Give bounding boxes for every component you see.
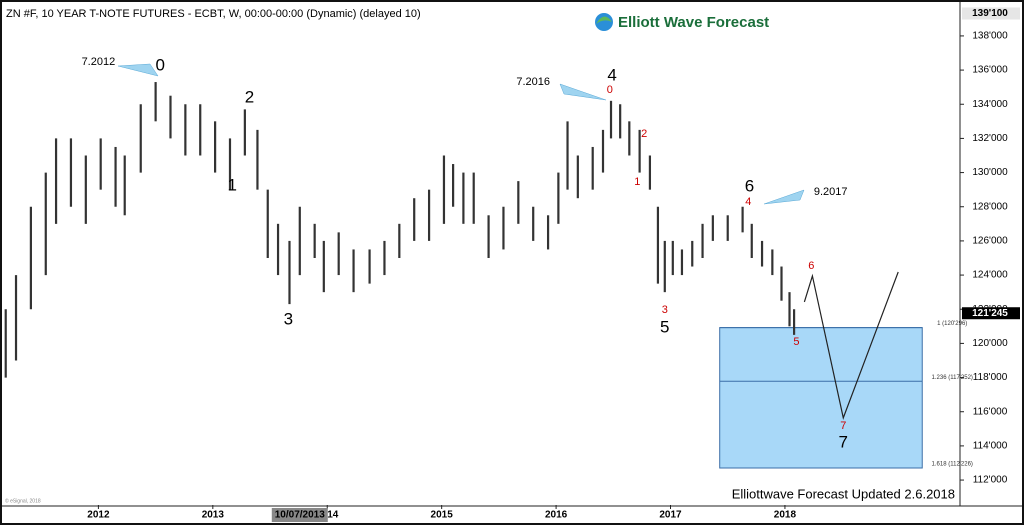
copyright: © eSignal, 2018 — [5, 497, 41, 504]
wave-label: 5 — [660, 318, 669, 337]
wave-label: 1 — [634, 176, 640, 188]
y-tick-label: 138'000 — [972, 31, 1008, 42]
wave-label: 0 — [607, 84, 613, 96]
y-tick-label: 128'000 — [972, 201, 1008, 212]
x-tick-label: 2016 — [545, 510, 568, 521]
crosshair-label: 10/07/2013 — [275, 510, 325, 521]
logo: Elliott Wave Forecast — [595, 13, 769, 31]
wave-label: 6 — [745, 176, 754, 195]
pointer — [117, 63, 159, 77]
y-tick-label: 130'000 — [972, 167, 1008, 178]
wave-label: 7 — [840, 420, 846, 432]
x-tick-label: 2012 — [87, 510, 110, 521]
wave-label: 0 — [155, 55, 164, 74]
price-label-box — [962, 307, 1020, 320]
price-label: 121'245 — [972, 308, 1008, 319]
wave-label: 2 — [641, 128, 647, 140]
y-tick-label: 126'000 — [972, 236, 1008, 247]
price-label: 139'100 — [972, 8, 1008, 19]
y-tick-label: 114'000 — [973, 441, 1008, 452]
pointer — [559, 83, 607, 101]
chart-title: ZN #F, 10 YEAR T-NOTE FUTURES - ECBT, W,… — [6, 8, 421, 20]
wave-label: 7.2012 — [82, 56, 116, 68]
y-tick-label: 118'000 — [973, 372, 1008, 383]
wave-label: 9.2017 — [814, 186, 848, 198]
logo-text: Elliott Wave Forecast — [618, 14, 769, 31]
wave-label: 6 — [808, 260, 814, 272]
wave-label: 4 — [745, 196, 751, 208]
wave-label: 2 — [245, 87, 254, 106]
footer: Elliottwave Forecast Updated 2.6.2018 — [732, 486, 955, 501]
fib-label: 1.618 (112'226) — [932, 462, 973, 468]
wave-label: 1 — [228, 176, 237, 195]
wave-label: 5 — [793, 336, 799, 348]
price-label-box — [962, 7, 1020, 20]
x-tick-label: 2015 — [431, 510, 454, 521]
fib-label: 1.236 (117'252) — [932, 375, 973, 381]
y-tick-label: 124'000 — [972, 270, 1008, 281]
wave-label: 7 — [839, 432, 848, 451]
x-tick-label: 2018 — [774, 510, 797, 521]
y-tick-label: 116'000 — [973, 406, 1008, 417]
x-tick-label: 2017 — [659, 510, 682, 521]
wave-label: 3 — [662, 304, 668, 316]
fib-box — [719, 327, 923, 469]
y-tick-label: 136'000 — [972, 65, 1008, 76]
crosshair-box — [271, 508, 328, 522]
x-tick-label: 2013 — [202, 510, 225, 521]
fib-label: 1 (120'296) — [937, 321, 967, 327]
wave-label: 4 — [607, 65, 616, 84]
logo-icon — [595, 13, 613, 31]
plot-area — [4, 82, 923, 469]
pointer — [763, 189, 805, 205]
y-tick-label: 134'000 — [972, 99, 1008, 110]
wave-label: 3 — [284, 309, 293, 328]
y-tick-label: 120'000 — [972, 338, 1008, 349]
y-tick-label: 112'000 — [973, 475, 1008, 486]
projection-path — [803, 271, 899, 420]
logo-icon-leaf — [596, 16, 612, 24]
y-tick-label: 132'000 — [972, 133, 1008, 144]
wave-label: 7.2016 — [516, 76, 550, 88]
